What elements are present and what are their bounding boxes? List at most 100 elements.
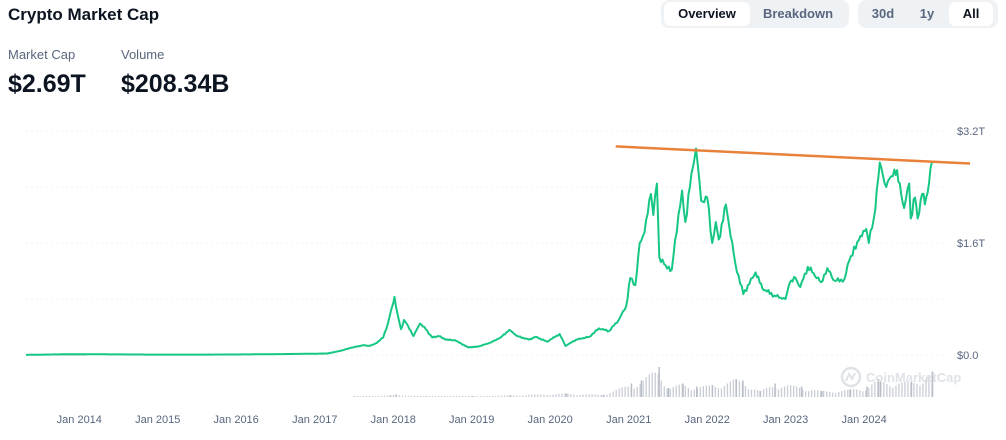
volume-bar-118 [708, 385, 710, 397]
volume-bar-39 [471, 396, 473, 397]
volume-bar-133 [753, 389, 756, 397]
watermark: CoinMarketCap [840, 366, 961, 388]
volume-bar-153 [814, 390, 816, 397]
volume-bar-100 [654, 372, 656, 397]
volume-bar-102 [660, 380, 662, 397]
volume-bar-68 [558, 393, 560, 397]
volume-bar-191 [928, 375, 930, 397]
volume-bar-157 [826, 391, 828, 397]
y-tick-label-1: $1.6T [957, 238, 985, 250]
volume-bar-10 [383, 395, 386, 397]
volume-bar-40 [474, 396, 476, 397]
volume-peak-14 [711, 385, 714, 397]
x-tick-label-6: Jan 2020 [527, 414, 572, 426]
volume-bar-148 [799, 387, 801, 397]
x-tick-label-5: Jan 2019 [449, 414, 494, 426]
volume-peak-5 [509, 395, 511, 397]
volume-bar-170 [865, 390, 867, 397]
tab-range-30d[interactable]: 30d [871, 6, 895, 21]
volume-bar-182 [901, 382, 903, 397]
volume-bar-45 [489, 396, 491, 397]
volume-bar-169 [862, 391, 864, 397]
view-tabs: Overview Breakdown [661, 0, 849, 28]
volume-bar-23 [422, 396, 425, 397]
range-tabs: 30d 1y All [858, 0, 998, 28]
volume-bar-30 [444, 396, 446, 397]
volume-bar-147 [796, 386, 798, 397]
volume-bar-11 [386, 395, 389, 397]
volume-bar-171 [868, 387, 870, 397]
volume-bar-36 [462, 396, 464, 397]
y-axis-ticks: $0.0 $1.6T $3.2T [957, 126, 985, 362]
volume-bar-186 [913, 383, 915, 397]
x-tick-label-9: Jan 2023 [763, 414, 808, 426]
volume-bar-183 [904, 381, 906, 397]
volume-bar-41 [477, 396, 479, 397]
trendline-layer [615, 145, 971, 165]
volume-bar-152 [811, 390, 813, 397]
tab-range-all[interactable]: All [949, 2, 993, 26]
volume-bar-109 [681, 384, 683, 397]
volume-bar-44 [486, 396, 488, 397]
volume-peak-4 [471, 396, 474, 397]
volume-bar-65 [549, 395, 551, 397]
volume-bar-64 [546, 395, 548, 397]
volume-bar-55 [519, 395, 521, 397]
volume-bar-104 [666, 388, 668, 397]
volume-value: $208.34B [121, 70, 230, 98]
volume-bar-156 [823, 391, 825, 397]
volume-bar-31 [447, 396, 449, 397]
volume-bar-2 [359, 396, 361, 397]
volume-bar-69 [561, 393, 563, 397]
x-tick-label-3: Jan 2017 [292, 414, 337, 426]
volume-label: Volume [121, 47, 165, 62]
volume-bar-4 [365, 396, 368, 397]
volume-bar-141 [777, 389, 780, 397]
volume-bar-79 [591, 394, 593, 397]
volume-bar-145 [790, 385, 792, 397]
tab-breakdown[interactable]: Breakdown [762, 6, 834, 21]
volume-bar-74 [576, 395, 578, 397]
volume-bar-187 [916, 383, 918, 397]
volume-bar-21 [416, 395, 419, 397]
volume-bar-88 [618, 388, 620, 397]
volume-bar-17 [404, 395, 407, 397]
volume-bar-27 [434, 396, 437, 397]
volume-peak-8 [630, 383, 633, 397]
volume-bar-179 [892, 387, 894, 397]
volume-bar-123 [723, 386, 726, 397]
volume-bar-115 [699, 387, 701, 397]
volume-bar-151 [808, 391, 810, 397]
volume-bar-22 [419, 395, 422, 397]
volume-bar-144 [786, 385, 789, 397]
tab-overview[interactable]: Overview [664, 2, 750, 26]
volume-bar-178 [889, 386, 891, 397]
volume-bar-113 [693, 389, 695, 397]
volume-bar-75 [579, 394, 581, 397]
volume-bar-6 [371, 396, 374, 397]
x-tick-label-7: Jan 2021 [606, 414, 651, 426]
volume-bar-99 [651, 372, 653, 397]
volume-peak-24 [879, 380, 882, 397]
volume-bar-87 [615, 389, 617, 397]
tab-range-1y[interactable]: 1y [919, 6, 935, 21]
volume-bar-117 [705, 385, 707, 397]
volume-bar-176 [883, 382, 885, 397]
x-tick-label-0: Jan 2014 [57, 414, 102, 426]
volume-bar-56 [522, 395, 524, 397]
volume-bar-134 [756, 390, 759, 397]
volume-bar-130 [744, 386, 747, 397]
volume-bar-26 [431, 396, 434, 397]
volume-peak-3 [425, 396, 428, 397]
volume-bar-32 [450, 396, 452, 397]
volume-bar-80 [594, 394, 596, 397]
volume-bar-97 [645, 377, 647, 397]
volume-bar-93 [633, 388, 635, 397]
volume-bar-181 [898, 383, 900, 397]
volume-bar-5 [368, 396, 371, 397]
volume-bar-126 [732, 379, 735, 397]
volume-bar-173 [874, 381, 876, 397]
series-line-layer [26, 147, 933, 356]
volume-bar-98 [648, 374, 650, 397]
